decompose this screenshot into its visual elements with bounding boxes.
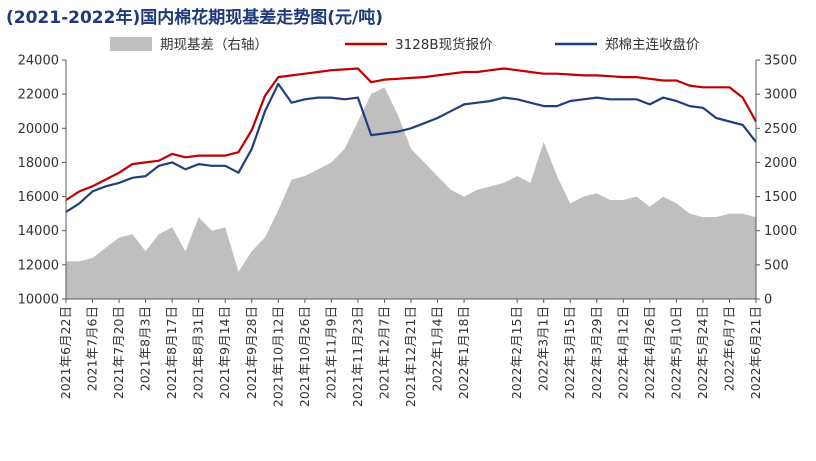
right-tick-label: 1000 bbox=[764, 224, 797, 239]
right-tick-label: 0 bbox=[764, 293, 772, 308]
left-axis-ticks: 10000 12000 14000 16000 18000 20000 22000 24000 bbox=[18, 54, 66, 308]
x-tick-label: 2022年2月15日 bbox=[509, 306, 524, 399]
x-tick-label: 2022年6月7日 bbox=[721, 306, 736, 391]
x-tick-label: 2021年10月12日 bbox=[270, 306, 285, 407]
right-axis-ticks: 0 500 1000 1500 2000 2500 3000 3500 bbox=[756, 54, 797, 308]
legend-label-0: 期现基差（右轴） bbox=[160, 36, 268, 53]
right-tick-label: 1500 bbox=[764, 190, 797, 205]
left-tick-label: 24000 bbox=[18, 54, 59, 69]
legend: 期现基差（右轴） 3128B现货报价 郑棉主连收盘价 bbox=[110, 36, 700, 53]
x-tick-label: 2022年3月1日 bbox=[536, 306, 551, 391]
series-area-basis bbox=[66, 87, 756, 299]
left-tick-label: 22000 bbox=[18, 88, 59, 103]
x-tick-label: 2022年3月15日 bbox=[562, 306, 577, 399]
x-tick-label: 2022年5月10日 bbox=[668, 306, 683, 399]
x-tick-label: 2022年1月18日 bbox=[456, 306, 471, 399]
x-tick-label: 2021年8月31日 bbox=[191, 306, 206, 399]
legend-swatch-basis bbox=[110, 37, 152, 51]
legend-label-1: 3128B现货报价 bbox=[395, 36, 493, 53]
x-tick-label: 2021年11月9日 bbox=[323, 306, 338, 399]
x-tick-label: 2021年8月3日 bbox=[138, 306, 153, 391]
x-tick-label: 2021年10月26日 bbox=[297, 306, 312, 407]
legend-label-2: 郑棉主连收盘价 bbox=[605, 36, 700, 53]
x-tick-label: 2022年5月24日 bbox=[695, 306, 710, 399]
x-tick-label: 2021年9月28日 bbox=[244, 306, 259, 399]
left-tick-label: 18000 bbox=[18, 156, 59, 171]
x-tick-label: 2022年1月4日 bbox=[430, 306, 445, 391]
left-tick-label: 16000 bbox=[18, 190, 59, 205]
right-tick-label: 3500 bbox=[764, 54, 797, 69]
x-tick-label: 2022年4月12日 bbox=[615, 306, 630, 399]
x-tick-label: 2021年11月23日 bbox=[350, 306, 365, 407]
line-series-layer bbox=[65, 67, 757, 213]
left-tick-label: 12000 bbox=[18, 258, 59, 273]
right-tick-label: 500 bbox=[764, 258, 789, 273]
left-tick-label: 20000 bbox=[18, 122, 59, 137]
left-tick-label: 10000 bbox=[18, 293, 59, 308]
right-tick-label: 3000 bbox=[764, 88, 797, 103]
x-axis-ticks: 2021年6月22日 2021年7月6日 2021年7月20日 2021年8月3日 20… bbox=[58, 299, 763, 407]
chart-title: (2021-2022年)国内棉花期现基差走势图(元/吨) bbox=[6, 8, 383, 28]
x-tick-label: 2022年3月29日 bbox=[589, 306, 604, 399]
right-tick-label: 2500 bbox=[764, 122, 797, 137]
x-tick-label: 2021年9月14日 bbox=[217, 306, 232, 399]
x-tick-label: 2021年6月22日 bbox=[58, 306, 73, 399]
x-tick-label: 2021年12月7日 bbox=[376, 306, 391, 399]
left-tick-label: 14000 bbox=[18, 224, 59, 239]
x-tick-label: 2022年6月21日 bbox=[748, 306, 763, 399]
basis-area-layer bbox=[65, 87, 757, 299]
x-tick-label: 2021年12月21日 bbox=[403, 306, 418, 407]
x-tick-label: 2021年8月17日 bbox=[164, 306, 179, 399]
x-tick-label: 2021年7月20日 bbox=[111, 306, 126, 399]
x-tick-label: 2022年4月26日 bbox=[642, 306, 657, 399]
right-tick-label: 2000 bbox=[764, 156, 797, 171]
x-tick-label: 2021年7月6日 bbox=[85, 306, 100, 391]
